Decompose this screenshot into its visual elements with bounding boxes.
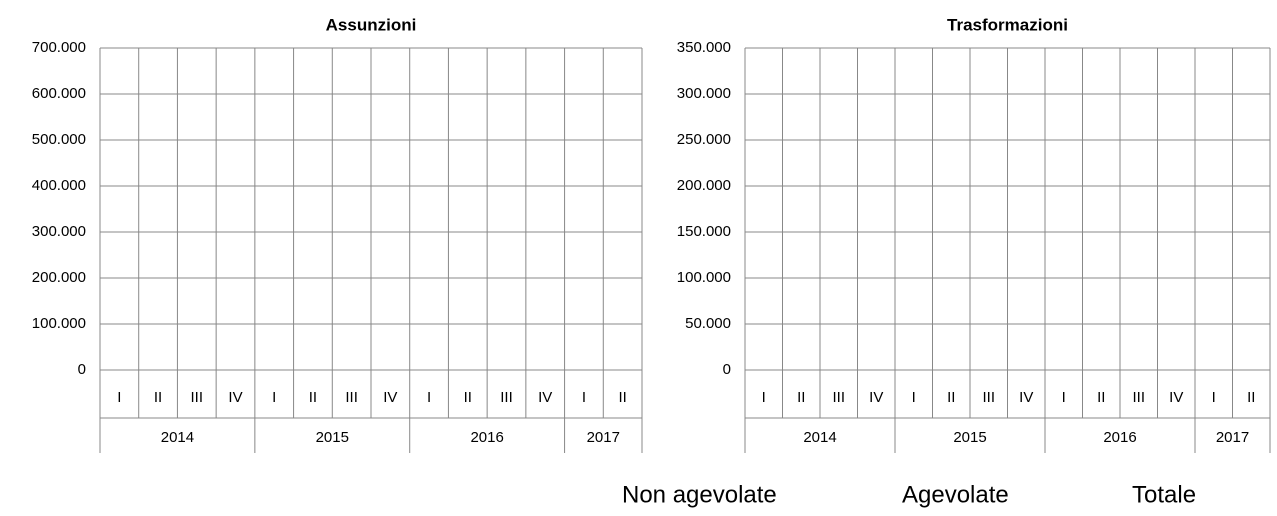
legend-label: Totale: [1132, 481, 1196, 508]
x-tick-label: II: [1097, 389, 1105, 406]
x-tick-label: II: [309, 389, 317, 406]
group-label: 2014: [803, 429, 836, 446]
y-tick-label: 100.000: [32, 315, 86, 332]
x-tick-label: I: [582, 389, 586, 406]
chart-title: Assunzioni: [326, 15, 417, 34]
x-tick-label: IV: [1169, 389, 1183, 406]
chart: Trasformazioni 0 50.000 100.000 150.000 200.0…: [677, 15, 1271, 453]
y-tick-label: 600.000: [32, 85, 86, 102]
group-label: 2015: [953, 429, 986, 446]
x-tick-label: I: [912, 389, 916, 406]
y-tick-label: 300.000: [677, 85, 731, 102]
x-tick-label: I: [427, 389, 431, 406]
x-tick-label: III: [345, 389, 358, 406]
legend-item: Non agevolate: [622, 481, 777, 508]
x-tick-label: III: [832, 389, 845, 406]
x-tick-label: I: [1062, 389, 1066, 406]
y-tick-label: 500.000: [32, 131, 86, 148]
x-tick-label: III: [191, 389, 204, 406]
x-tick-label: II: [797, 389, 805, 406]
x-tick-label: III: [500, 389, 513, 406]
y-tick-label: 350.000: [677, 39, 731, 56]
x-tick-label: I: [117, 389, 121, 406]
x-tick-label: IV: [228, 389, 242, 406]
group-label: 2017: [1216, 429, 1249, 446]
y-tick-label: 50.000: [685, 315, 731, 332]
x-tick-label: II: [947, 389, 955, 406]
x-tick-label: IV: [1019, 389, 1033, 406]
x-tick-label: II: [154, 389, 162, 406]
y-tick-label: 400.000: [32, 177, 86, 194]
x-tick-label: II: [618, 389, 626, 406]
group-label: 2015: [316, 429, 349, 446]
group-label: 2016: [470, 429, 503, 446]
y-tick-label: 100.000: [677, 269, 731, 286]
x-tick-label: III: [982, 389, 995, 406]
chart: Assunzioni 0 100.000 200.000 300.000 400.000 5…: [32, 15, 643, 453]
y-tick-label: 150.000: [677, 223, 731, 240]
x-tick-label: IV: [869, 389, 883, 406]
group-label: 2014: [161, 429, 194, 446]
y-tick-label: 200.000: [677, 177, 731, 194]
legend-item: Totale: [1132, 481, 1196, 508]
x-tick-label: II: [464, 389, 472, 406]
y-tick-label: 0: [78, 361, 86, 378]
x-tick-label: II: [1247, 389, 1255, 406]
y-tick-label: 0: [723, 361, 731, 378]
legend-label: Agevolate: [902, 481, 1009, 508]
x-tick-label: I: [762, 389, 766, 406]
x-tick-label: I: [272, 389, 276, 406]
x-tick-label: I: [1212, 389, 1216, 406]
legend-item: Agevolate: [902, 481, 1009, 508]
x-tick-label: IV: [383, 389, 397, 406]
x-tick-label: IV: [538, 389, 552, 406]
y-tick-label: 200.000: [32, 269, 86, 286]
x-tick-label: III: [1132, 389, 1145, 406]
y-tick-label: 700.000: [32, 39, 86, 56]
legend-label: Non agevolate: [622, 481, 777, 508]
chart-title: Trasformazioni: [947, 15, 1068, 34]
group-label: 2017: [587, 429, 620, 446]
group-label: 2016: [1103, 429, 1136, 446]
y-tick-label: 300.000: [32, 223, 86, 240]
y-tick-label: 250.000: [677, 131, 731, 148]
